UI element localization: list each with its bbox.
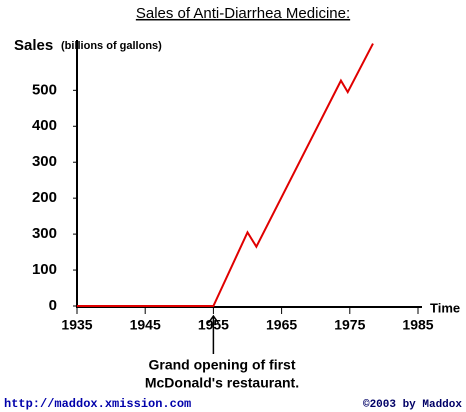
y-tick-label: 200	[32, 189, 57, 206]
y-axis-label: Sales	[14, 37, 53, 54]
y-tick-label: 0	[49, 297, 57, 314]
annotation: McDonald's restaurant.	[145, 375, 299, 391]
data-line	[77, 43, 374, 307]
annotation-arrow	[207, 314, 220, 354]
annotation: Grand opening of first	[149, 357, 296, 373]
x-tick-label: 1985	[402, 317, 433, 333]
x-tick-label: 1945	[130, 317, 161, 333]
x-tick-label: 1975	[334, 317, 365, 333]
chart-title: Sales of Anti-Diarrhea Medicine:	[136, 5, 350, 22]
y-tick-label: 100	[32, 261, 57, 278]
y-axis-unit: (billions of gallons)	[61, 40, 162, 52]
footer-link[interactable]: http://maddox.xmission.com	[4, 397, 191, 411]
x-axis-label: Time	[430, 300, 460, 315]
x-tick-label: 1965	[266, 317, 297, 333]
y-tick-label: 400	[32, 117, 57, 134]
y-tick-label: 500	[32, 81, 57, 98]
x-tick-label: 1935	[61, 317, 92, 333]
y-tick-label: 300	[32, 153, 57, 170]
y-tick-label: 300	[32, 225, 57, 242]
footer-credit: ©2003 by Maddox	[363, 399, 462, 411]
